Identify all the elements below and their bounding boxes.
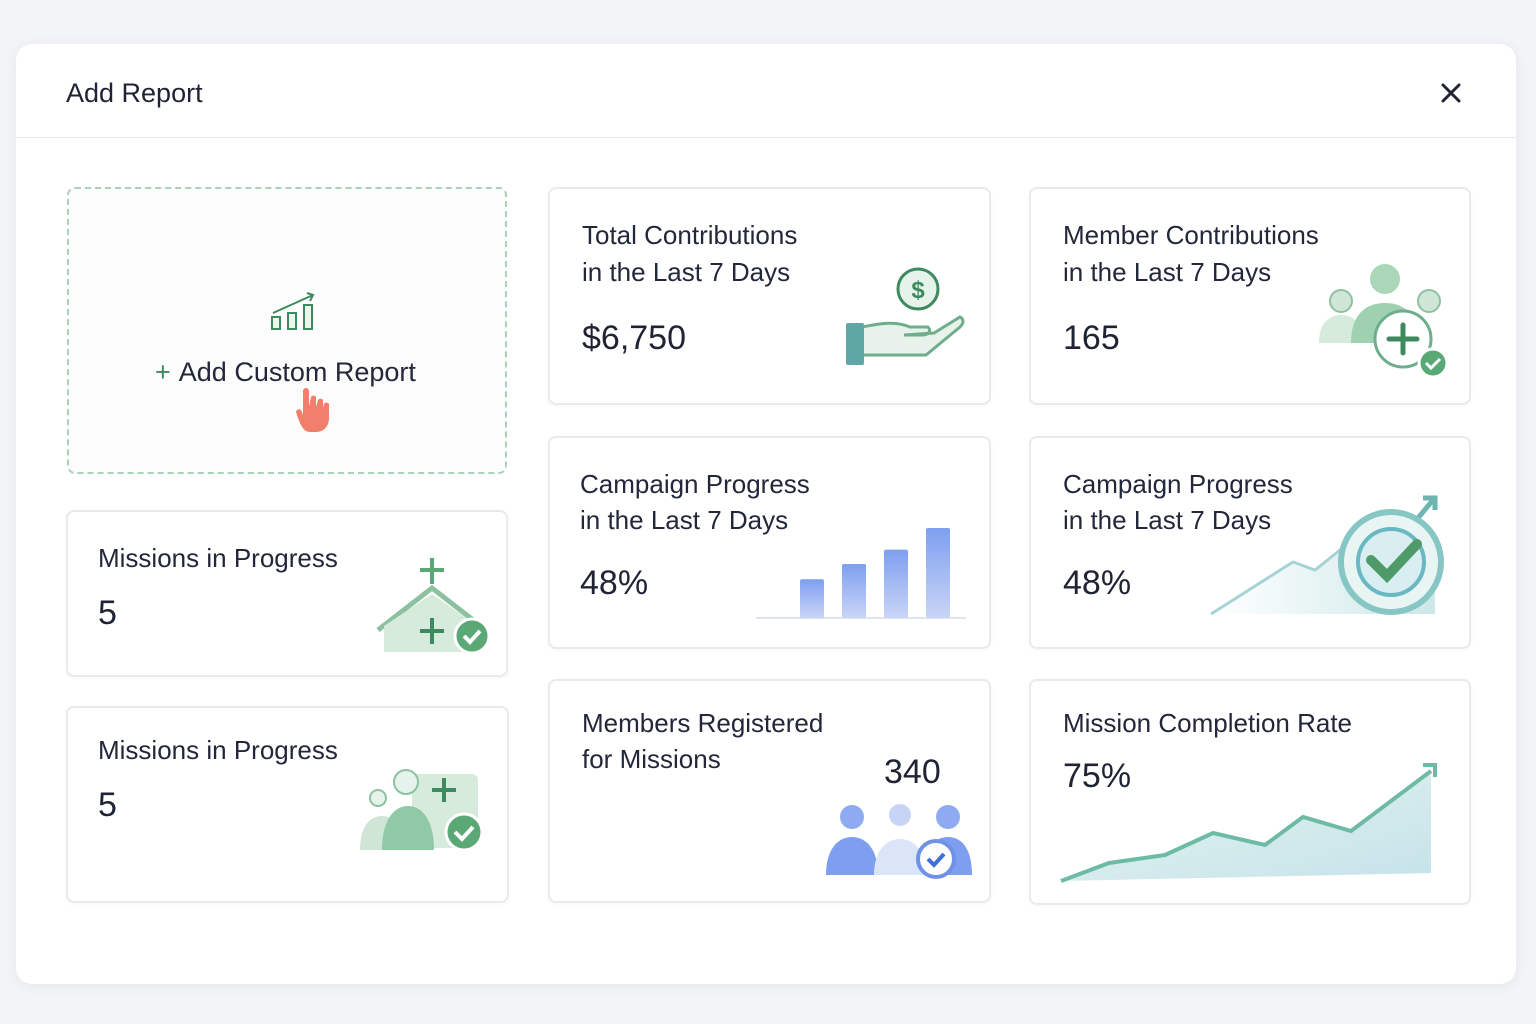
bar [800,579,824,618]
bar [884,549,908,618]
add-custom-report-button[interactable]: + Add Custom Report [67,187,507,474]
completion-trend-chart [1060,763,1437,883]
dialog-title: Add Report [66,78,203,108]
add-report-dialog: Add Report + Add Custom Report Total Cont… [16,44,1516,984]
members-verified-icon [826,804,972,879]
svg-text:$: $ [911,277,925,304]
target-check-growth-icon [1210,495,1444,616]
pointer-hand-icon [296,388,329,432]
bar-chart [756,528,966,619]
bar-chart-trend-icon [271,292,315,330]
report-card-missions-in-progress-2[interactable]: Missions in Progress 5 [66,706,509,903]
close-button[interactable] [1436,78,1466,108]
bar [842,564,866,618]
report-card-campaign-progress-bars[interactable]: Campaign Progress in the Last 7 Days 48% [548,436,991,649]
report-card-campaign-progress-target[interactable]: Campaign Progress in the Last 7 Days 48% [1029,436,1471,649]
church-check-icon [376,558,491,652]
report-card-member-contributions[interactable]: Member Contributions in the Last 7 Days … [1029,187,1471,405]
plus-icon: + [155,357,171,387]
bar [926,528,950,618]
close-icon [1441,83,1461,103]
report-card-missions-in-progress[interactable]: Missions in Progress 5 [66,510,508,677]
add-custom-report-label: Add Custom Report [178,357,416,387]
dialog-header: Add Report [16,44,1516,138]
report-card-members-registered[interactable]: Members Registered for Missions 340 [548,679,991,903]
members-add-icon [1319,264,1449,379]
report-card-mission-completion-rate[interactable]: Mission Completion Rate 75% [1029,679,1471,905]
members-check-icon [360,769,484,852]
hand-coin-icon: $ [846,267,965,365]
report-card-total-contributions[interactable]: Total Contributions in the Last 7 Days $… [548,187,991,405]
